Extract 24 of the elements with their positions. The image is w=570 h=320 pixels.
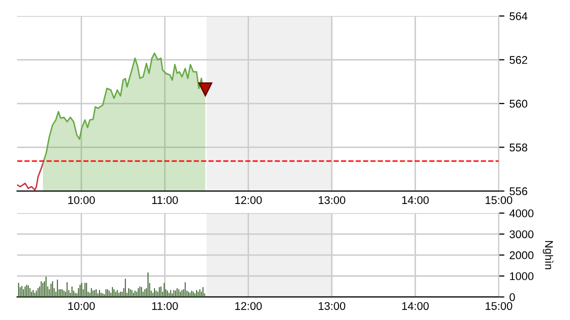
x-tick-label: 10:00 [68, 302, 95, 310]
x-tick-label: 15:00 [486, 196, 512, 204]
x-tick-label: 13:00 [318, 196, 346, 204]
x-tick-label: 13:00 [318, 302, 346, 310]
x-tick-label: 14:00 [402, 196, 429, 204]
y-tick-label: 560 [510, 100, 528, 108]
x-tick-label: 12:00 [235, 196, 262, 204]
x-tick-label: 10:00 [68, 196, 95, 204]
y-tick-label: 4000 [509, 209, 534, 218]
y-tick-label: 1000 [510, 272, 534, 280]
y-tick-label: 562 [510, 56, 528, 64]
line-series [17, 162, 44, 191]
y-tick-label: 0 [510, 293, 515, 302]
y-tick-label: 564 [510, 12, 528, 20]
y-tick-label: 3000 [510, 230, 534, 238]
x-tick-label: 15:00 [486, 302, 512, 310]
y-tick-label: 558 [510, 144, 528, 152]
y-tick-label: 556 [510, 187, 528, 196]
x-tick-label: 12:00 [235, 302, 262, 310]
x-tick-label: 11:00 [152, 196, 178, 204]
y-axis-title: Nghìn [542, 241, 554, 270]
y-tick-label: 2000 [510, 251, 534, 260]
x-tick-label: 11:00 [152, 302, 178, 310]
x-tick-label: 14:00 [402, 302, 429, 310]
